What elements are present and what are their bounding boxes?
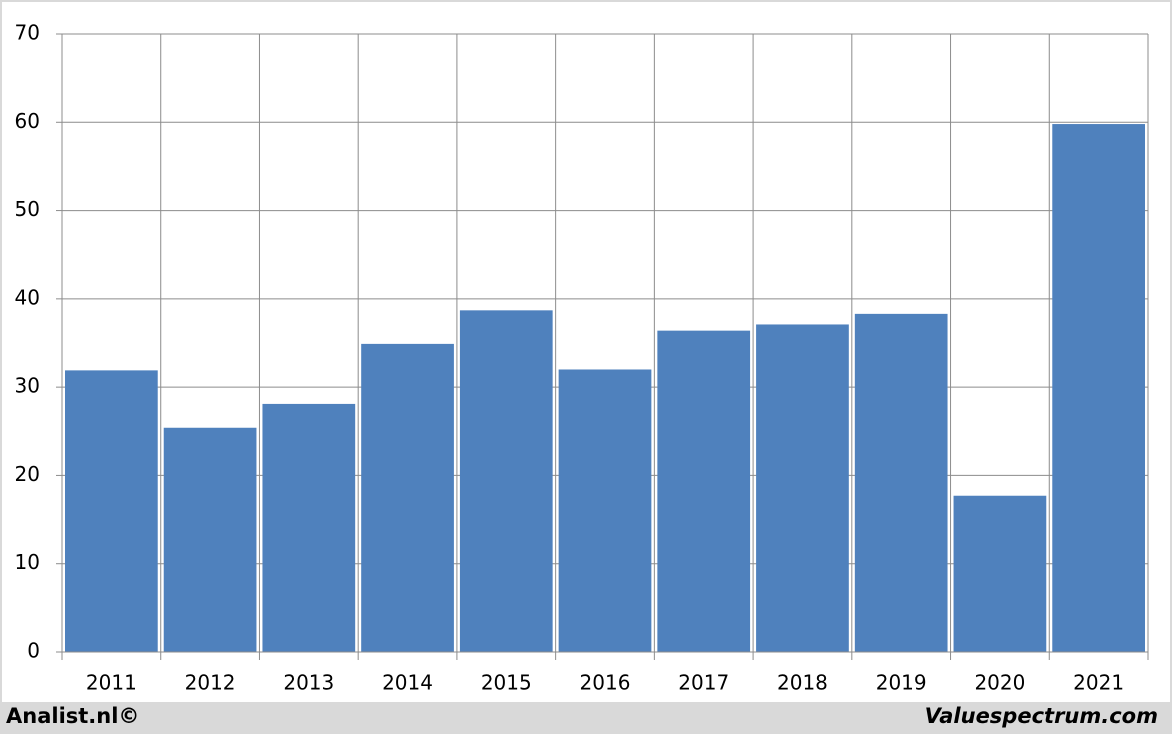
y-tick-label: 50 <box>15 197 40 221</box>
y-tick-label: 60 <box>15 109 40 133</box>
bar <box>1052 124 1145 652</box>
x-tick-label: 2012 <box>185 671 236 695</box>
bar <box>361 343 454 652</box>
x-tick-label: 2021 <box>1073 671 1124 695</box>
footer-right: Valuespectrum.com <box>925 704 1158 728</box>
x-tick-label: 2016 <box>580 671 631 695</box>
x-tick-label: 2015 <box>481 671 532 695</box>
x-tick-label: 2013 <box>283 671 334 695</box>
x-tick-label: 2018 <box>777 671 828 695</box>
bar <box>558 369 652 652</box>
bar <box>854 313 948 652</box>
bar <box>953 495 1047 652</box>
y-tick-label: 70 <box>15 21 40 45</box>
x-tick-label: 2019 <box>876 671 927 695</box>
bar <box>657 330 751 652</box>
y-tick-label: 40 <box>15 285 40 309</box>
y-tick-label: 10 <box>15 550 40 574</box>
y-tick-label: 20 <box>15 462 40 486</box>
bar <box>163 427 257 652</box>
bar <box>756 324 849 652</box>
x-tick-label: 2011 <box>86 671 137 695</box>
y-tick-label: 0 <box>27 639 40 663</box>
footer-left: Analist.nl© <box>6 704 139 728</box>
bar <box>459 310 553 652</box>
x-tick-label: 2014 <box>382 671 433 695</box>
x-tick-label: 2020 <box>974 671 1025 695</box>
y-tick-label: 30 <box>15 374 40 398</box>
bar <box>262 403 356 652</box>
x-tick-label: 2017 <box>678 671 729 695</box>
bar <box>65 370 158 652</box>
